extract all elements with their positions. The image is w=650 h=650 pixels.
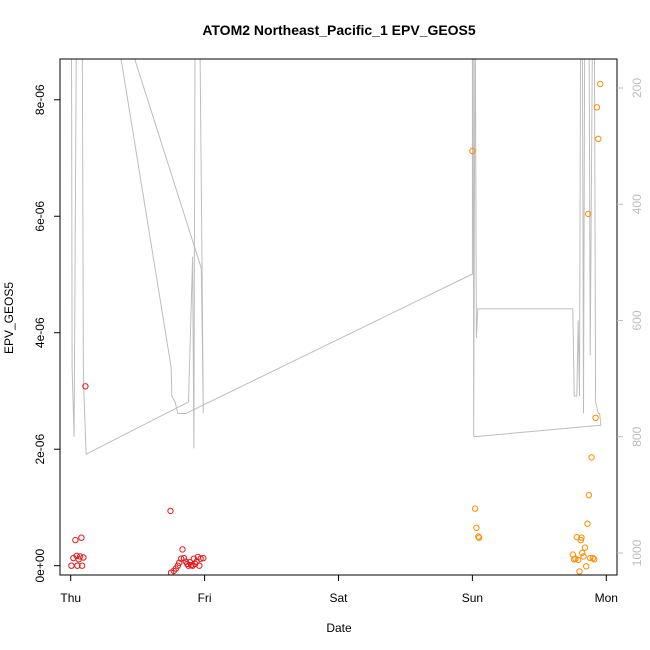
data-point <box>185 562 192 569</box>
y2-axis: 200 400 600 800 1000 <box>617 78 644 566</box>
data-point <box>475 534 483 541</box>
data-point <box>585 492 593 499</box>
x-tick-label: Sat <box>329 591 348 605</box>
data-point <box>473 524 480 531</box>
data-point <box>72 536 79 544</box>
x-tick-label: Thu <box>60 591 81 605</box>
series-0 <box>68 383 207 575</box>
data-point <box>583 563 590 570</box>
data-point <box>578 534 585 541</box>
data-point <box>587 554 594 562</box>
data-point <box>575 556 582 564</box>
data-point <box>469 147 476 155</box>
data-point <box>74 562 81 569</box>
data-point <box>68 562 75 569</box>
data-point <box>581 544 589 551</box>
data-point <box>580 553 587 560</box>
data-point <box>196 562 203 569</box>
data-point <box>576 568 583 575</box>
y2-tick-label: 600 <box>630 310 644 330</box>
data-point <box>73 552 80 559</box>
chart-title: ATOM2 Northeast_Pacific_1 EPV_GEOS5 <box>202 22 476 38</box>
data-point <box>82 383 89 390</box>
y-tick-label: 0e+00 <box>33 549 47 583</box>
data-point <box>197 555 204 562</box>
data-point <box>579 549 586 557</box>
pressure-line <box>71 59 602 456</box>
y-tick-label: 4e-06 <box>33 317 47 348</box>
x-axis-label: Date <box>326 621 352 635</box>
data-point <box>178 555 185 562</box>
y2-tick-label: 200 <box>630 78 644 98</box>
data-point <box>80 554 87 561</box>
plot-frame <box>59 58 618 576</box>
x-tick-label: Mon <box>595 591 618 605</box>
y-tick-label: 8e-06 <box>33 84 47 115</box>
data-point <box>588 454 595 461</box>
data-point <box>592 414 599 421</box>
data-point <box>78 562 86 569</box>
data-point <box>76 553 84 560</box>
series-1 <box>469 80 604 575</box>
y-axis: 0e+00 2e-06 4e-06 6e-06 8e-06 <box>33 84 60 583</box>
data-point <box>593 104 601 111</box>
data-point <box>585 210 592 218</box>
data-point <box>167 507 174 515</box>
x-axis: Thu Fri Sat Sun Mon <box>60 575 618 605</box>
data-point <box>78 534 85 541</box>
data-point <box>589 554 597 562</box>
data-point <box>584 520 591 527</box>
y-axis-label: EPV_GEOS5 <box>2 282 16 354</box>
y-tick-label: 6e-06 <box>33 201 47 232</box>
x-tick-label: Fri <box>198 591 212 605</box>
plot-content <box>68 59 604 575</box>
data-point <box>180 554 188 562</box>
data-point <box>200 554 207 562</box>
data-point <box>179 546 186 553</box>
y-tick-label: 2e-06 <box>33 434 47 465</box>
data-point <box>597 80 604 88</box>
data-point <box>595 135 602 143</box>
data-point <box>471 505 479 512</box>
x-tick-label: Sun <box>462 591 483 605</box>
y2-tick-label: 800 <box>630 426 644 446</box>
data-point <box>591 556 598 563</box>
data-point <box>573 533 580 541</box>
y2-tick-label: 1000 <box>630 539 644 566</box>
y2-tick-label: 400 <box>630 194 644 214</box>
data-point <box>475 533 482 540</box>
